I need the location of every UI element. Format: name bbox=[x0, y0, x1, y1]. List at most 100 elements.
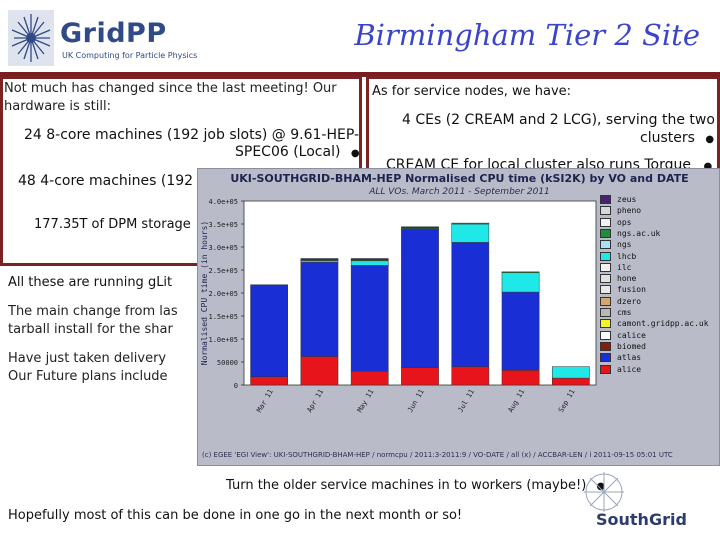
southgrid-name: SouthGrid bbox=[596, 510, 687, 529]
bar-atlas bbox=[401, 228, 439, 368]
legend-item: calice bbox=[600, 330, 646, 342]
chart-footer: (c) EGEE 'EGI View': UKI-SOUTHGRID-BHAM-… bbox=[202, 451, 673, 459]
legend-label: ilc bbox=[617, 262, 632, 272]
bar-alice bbox=[350, 370, 389, 386]
bar-alice bbox=[250, 376, 288, 386]
legend-label: biomed bbox=[617, 341, 646, 351]
bar-alice bbox=[401, 367, 439, 386]
machines2-line: 48 4-core machines (192 bbox=[18, 173, 194, 189]
y-tick-label: 50000 bbox=[217, 359, 238, 367]
bar-zeus bbox=[350, 258, 389, 261]
legend-label: lhcb bbox=[617, 251, 637, 261]
ces-line-1: 4 CEs (2 CREAM and 2 LCG), serving the t… bbox=[402, 112, 715, 128]
legend-swatch bbox=[600, 262, 611, 272]
glite-line: All these are running gLit bbox=[8, 275, 173, 290]
bar-alice bbox=[552, 377, 590, 386]
southgrid-logo bbox=[584, 472, 624, 512]
bullet-icon: ● bbox=[596, 481, 606, 492]
bar-ngs-ac-uk bbox=[501, 271, 540, 274]
bar-atlas bbox=[300, 261, 339, 357]
x-tick-label: Sep 11 bbox=[557, 388, 577, 414]
legend-label: camont.gridpp.ac.uk bbox=[617, 319, 709, 329]
legend-swatch bbox=[600, 319, 611, 329]
legend-swatch bbox=[600, 217, 611, 227]
bar-lhcb bbox=[501, 272, 540, 293]
legend-item: ops bbox=[600, 217, 631, 229]
legend-item: biomed bbox=[600, 341, 646, 353]
legend-label: zeus bbox=[617, 195, 637, 204]
y-tick-label: 4.0e+05 bbox=[208, 198, 238, 206]
change-text: The main change from las tarball install… bbox=[8, 303, 178, 339]
y-axis-label: Normalised CPU time (in hours) bbox=[200, 221, 209, 366]
machines1-text: SPEC06 (Local) bbox=[235, 144, 341, 160]
legend-item: alice bbox=[600, 364, 642, 376]
legend-label: dzero bbox=[617, 296, 642, 306]
x-tick-label: May 11 bbox=[356, 388, 376, 414]
legend-label: cms bbox=[617, 308, 632, 317]
bullet-icon: ● bbox=[703, 161, 713, 172]
legend-item: dzero bbox=[600, 296, 642, 308]
future-plan-line: Turn the older service machines in to wo… bbox=[226, 478, 605, 493]
intro-line-2: hardware is still: bbox=[4, 99, 111, 114]
machines1-line-2: SPEC06 (Local) ● bbox=[235, 144, 360, 160]
legend-swatch bbox=[600, 206, 611, 216]
logo-subtitle: UK Computing for Particle Physics bbox=[62, 51, 198, 60]
gridpp-logo bbox=[8, 10, 54, 66]
intro-line-1: Not much has changed since the last meet… bbox=[4, 81, 337, 96]
legend-label: ngs.ac.uk bbox=[617, 228, 661, 238]
legend-swatch bbox=[600, 274, 611, 284]
legend-swatch bbox=[600, 341, 611, 351]
y-tick-label: 2.0e+05 bbox=[208, 290, 238, 298]
bar-alice bbox=[300, 356, 339, 386]
delivery-text: Have just taken delivery Our Future plan… bbox=[8, 350, 168, 386]
bar-zeus bbox=[401, 226, 439, 228]
bar-atlas bbox=[501, 291, 540, 371]
legend-swatch bbox=[600, 240, 611, 250]
legend-label: fusion bbox=[617, 285, 646, 295]
legend-swatch bbox=[600, 251, 611, 261]
legend-swatch bbox=[600, 296, 611, 306]
storage-line: 177.35T of DPM storage bbox=[34, 217, 191, 232]
bar-atlas bbox=[250, 284, 288, 377]
chart-canvas: 0 50000 1.0e+05 1.5e+05 2.0e+05 2.5e+05 3.0e+0… bbox=[200, 198, 597, 414]
bar-atlas bbox=[451, 242, 490, 367]
legend-item: atlas bbox=[600, 353, 641, 364]
x-tick-label: Aug 11 bbox=[507, 388, 527, 414]
legend-swatch bbox=[600, 308, 611, 317]
x-tick-label: Jul 11 bbox=[456, 388, 476, 414]
logo-name: GridPP bbox=[60, 18, 167, 49]
legend-item: lhcb bbox=[600, 251, 637, 263]
legend-item: camont.gridpp.ac.uk bbox=[600, 319, 709, 330]
closing-line: Hopefully most of this can be done in on… bbox=[8, 508, 463, 523]
ces-line-2: clusters ● bbox=[640, 130, 714, 146]
legend-swatch bbox=[600, 285, 611, 295]
legend-swatch bbox=[600, 364, 611, 374]
delivery-line-2: Our Future plans include bbox=[8, 369, 168, 384]
bar-alice bbox=[501, 370, 540, 386]
y-tick-label: 2.5e+05 bbox=[208, 267, 238, 275]
cpu-time-chart: UKI-SOUTHGRID-BHAM-HEP Normalised CPU ti… bbox=[197, 168, 720, 466]
legend-label: calice bbox=[617, 330, 646, 340]
x-tick-label: Apr 11 bbox=[306, 388, 326, 414]
legend-label: hone bbox=[617, 274, 637, 284]
header-divider bbox=[0, 72, 720, 77]
service-nodes-box bbox=[366, 76, 720, 171]
legend-label: atlas bbox=[617, 353, 642, 363]
bar-ngs-ac-uk bbox=[451, 222, 490, 225]
legend-swatch bbox=[600, 195, 611, 204]
legend-swatch bbox=[600, 228, 611, 238]
y-tick-label: 3.0e+05 bbox=[208, 244, 238, 252]
y-tick-label: 3.5e+05 bbox=[208, 221, 238, 229]
service-heading: As for service nodes, we have: bbox=[372, 84, 572, 99]
bullet-icon: ● bbox=[705, 134, 715, 145]
ces-text: clusters bbox=[640, 130, 695, 146]
bar-lhcb bbox=[350, 260, 389, 266]
legend-item: ilc bbox=[600, 262, 632, 274]
change-line-1: The main change from las bbox=[8, 304, 178, 319]
x-tick-label: Jun 11 bbox=[406, 388, 426, 414]
bar-alice bbox=[451, 366, 490, 386]
legend-label: alice bbox=[617, 364, 642, 374]
legend-item: cms bbox=[600, 308, 631, 319]
legend-swatch bbox=[600, 353, 611, 363]
bar-lhcb bbox=[552, 366, 590, 379]
